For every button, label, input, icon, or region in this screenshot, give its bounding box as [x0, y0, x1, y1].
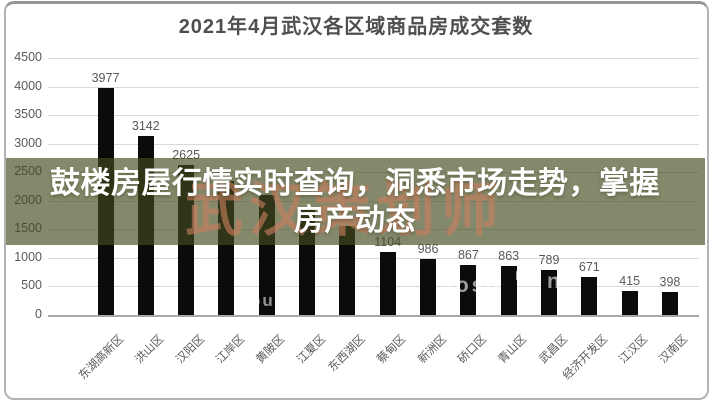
gridline — [48, 286, 699, 288]
headline-line-1: 鼓楼房屋行情实时查询，洞悉市场走势，掌握 — [50, 166, 660, 200]
bar-青山区 — [500, 265, 517, 315]
x-axis-label-黄陂区: 黄陂区 — [254, 333, 288, 367]
bar-汉南区 — [661, 292, 678, 315]
bar-东西湖区 — [339, 226, 356, 315]
bar-value-label: 863 — [498, 248, 520, 263]
y-axis-tick-label: 4000 — [14, 78, 42, 93]
x-axis-label-东西湖区: 东西湖区 — [327, 333, 369, 375]
headline-text-block: 鼓楼房屋行情实时查询，洞悉市场走势，掌握 房产动态 — [5, 158, 705, 245]
bar-蔡甸区 — [379, 251, 396, 315]
bar-value-label: 789 — [538, 252, 560, 267]
gridline — [48, 143, 699, 145]
white-watermark-text: losh — [447, 274, 503, 297]
y-axis-tick-label: 4500 — [14, 50, 42, 64]
bar-硚口区 — [460, 265, 477, 315]
x-axis-label-东湖高新区: 东湖高新区 — [76, 333, 127, 383]
x-axis-label-江岸区: 江岸区 — [214, 333, 248, 367]
headline-line-2: 房产动态 — [294, 203, 416, 237]
gridline — [48, 115, 699, 117]
x-axis-label-汉南区: 汉南区 — [657, 333, 691, 367]
headline-overlay-banner — [5, 158, 705, 245]
bar-经济开发区 — [581, 276, 598, 315]
x-axis-label-青山区: 青山区 — [496, 333, 530, 367]
x-axis-label-汉阳区: 汉阳区 — [173, 333, 207, 367]
x-axis-label-江汉区: 江汉区 — [617, 333, 651, 367]
x-axis-label-新洲区: 新洲区 — [415, 333, 449, 367]
white-watermark-text: ou ni — [250, 291, 301, 310]
bar-value-label: 398 — [659, 275, 681, 290]
bar-value-label: 415 — [619, 274, 641, 289]
bar-武昌区 — [541, 269, 558, 315]
bar-value-label: 3977 — [91, 70, 120, 85]
red-calligraphy-watermark: 武汉策划师 — [185, 176, 506, 244]
y-axis-tick-label: 1000 — [14, 249, 42, 264]
bar-value-label: 671 — [578, 259, 600, 274]
gridline — [48, 86, 699, 88]
bar-江汉区 — [621, 291, 638, 315]
bar-value-label: 867 — [457, 248, 479, 263]
bar-新洲区 — [420, 258, 437, 315]
y-axis-tick-label: 0 — [35, 307, 42, 321]
x-axis-label-蔡甸区: 蔡甸区 — [375, 333, 409, 367]
bar-value-label: 3142 — [131, 118, 160, 133]
y-axis-tick-label: 3500 — [14, 107, 42, 122]
chart-title: 2021年4月武汉各区域商品房成交套数 — [178, 16, 534, 38]
x-axis-label-洪山区: 洪山区 — [133, 333, 167, 367]
gridline — [48, 257, 699, 259]
y-axis-tick-label: 500 — [21, 278, 42, 293]
y-axis-tick-label: 3000 — [14, 135, 42, 150]
x-axis-label-硚口区: 硚口区 — [456, 333, 489, 367]
gridline — [48, 58, 699, 59]
house-icon: ⌂ — [514, 256, 531, 286]
white-watermark-text: ni — [547, 270, 566, 293]
bar-value-label: 986 — [417, 241, 439, 256]
x-axis-label-武昌区: 武昌区 — [536, 333, 570, 367]
x-axis-label-江夏区: 江夏区 — [294, 333, 328, 367]
gridline — [48, 315, 699, 317]
